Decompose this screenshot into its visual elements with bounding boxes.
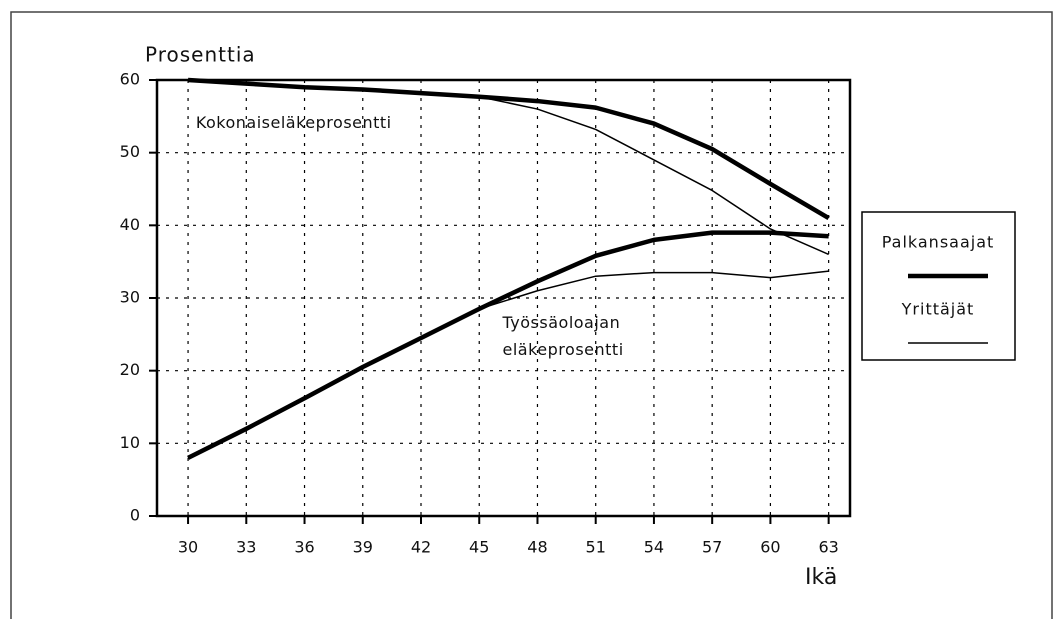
annotation: Työssäoloajan — [502, 313, 621, 332]
y-tick-label: 0 — [130, 506, 140, 525]
x-tick-label: 33 — [236, 538, 256, 557]
y-tick-label: 50 — [120, 142, 140, 161]
y-tick-label: 10 — [120, 433, 140, 452]
x-tick-label: 51 — [586, 538, 606, 557]
x-tick-label: 48 — [527, 538, 547, 557]
x-tick-label: 30 — [178, 538, 198, 557]
y-tick-label: 60 — [120, 70, 140, 89]
x-tick-label: 36 — [294, 538, 314, 557]
x-axis-label: Ikä — [805, 565, 837, 590]
series-line — [188, 79, 829, 256]
series-line — [187, 270, 829, 459]
x-tick-label: 39 — [353, 538, 373, 557]
legend-label: Yrittäjät — [901, 300, 975, 319]
y-tick-label: 20 — [120, 360, 140, 379]
plot-border — [155, 78, 852, 518]
x-tick-label: 42 — [411, 538, 431, 557]
legend-box — [861, 211, 1016, 361]
x-tick-label: 63 — [818, 538, 838, 557]
frame — [10, 11, 1053, 619]
x-tick-label: 60 — [760, 538, 780, 557]
x-tick-label: 54 — [644, 538, 664, 557]
y-axis-label: Prosenttia — [145, 43, 256, 67]
x-tick-label: 45 — [469, 538, 489, 557]
x-tick-label: 57 — [702, 538, 722, 557]
series-line — [187, 77, 830, 221]
legend-label: Palkansaajat — [882, 233, 995, 252]
annotation: eläkeprosentti — [503, 340, 624, 359]
annotation: Kokonaiseläkeprosentti — [196, 113, 392, 132]
y-tick-label: 30 — [120, 288, 140, 307]
y-tick-label: 40 — [120, 215, 140, 234]
